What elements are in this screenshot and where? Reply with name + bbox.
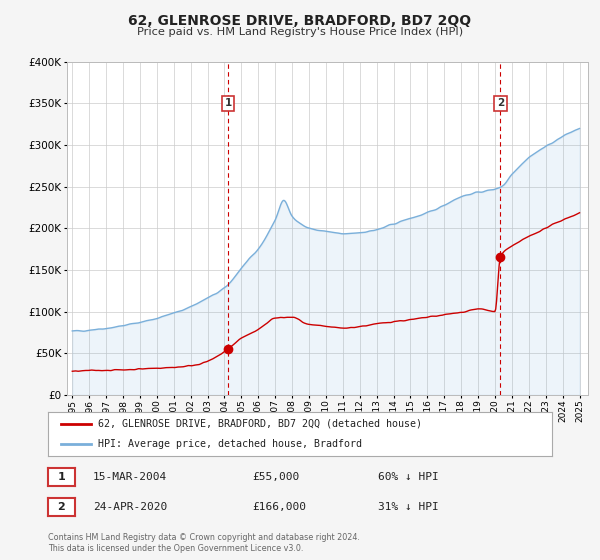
Text: HPI: Average price, detached house, Bradford: HPI: Average price, detached house, Brad… — [98, 439, 362, 449]
Text: 24-APR-2020: 24-APR-2020 — [93, 502, 167, 512]
Text: 62, GLENROSE DRIVE, BRADFORD, BD7 2QQ (detached house): 62, GLENROSE DRIVE, BRADFORD, BD7 2QQ (d… — [98, 419, 422, 429]
Text: £166,000: £166,000 — [252, 502, 306, 512]
Text: Contains HM Land Registry data © Crown copyright and database right 2024.: Contains HM Land Registry data © Crown c… — [48, 533, 360, 542]
Text: 62, GLENROSE DRIVE, BRADFORD, BD7 2QQ: 62, GLENROSE DRIVE, BRADFORD, BD7 2QQ — [128, 14, 472, 28]
Text: 15-MAR-2004: 15-MAR-2004 — [93, 472, 167, 482]
Text: £55,000: £55,000 — [252, 472, 299, 482]
Text: 1: 1 — [224, 98, 232, 108]
Text: 31% ↓ HPI: 31% ↓ HPI — [378, 502, 439, 512]
Text: This data is licensed under the Open Government Licence v3.0.: This data is licensed under the Open Gov… — [48, 544, 304, 553]
Text: 2: 2 — [58, 502, 65, 512]
Text: 2: 2 — [497, 98, 504, 108]
Text: 60% ↓ HPI: 60% ↓ HPI — [378, 472, 439, 482]
Text: Price paid vs. HM Land Registry's House Price Index (HPI): Price paid vs. HM Land Registry's House … — [137, 27, 463, 37]
Text: 1: 1 — [58, 472, 65, 482]
